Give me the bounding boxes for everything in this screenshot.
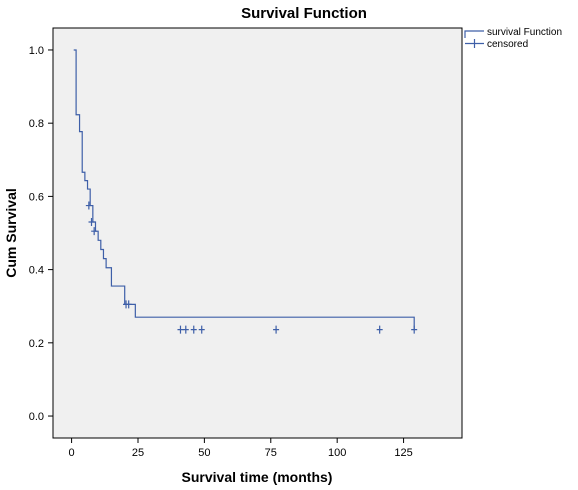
censored-point: [85, 201, 92, 210]
plot-area: [52, 27, 463, 439]
censored-point: [91, 227, 98, 236]
x-axis-ticks: 0 25 50 75 100 125: [69, 438, 413, 459]
x-tick-label: 125: [394, 447, 412, 459]
series-layer: [73, 49, 418, 334]
censored-point: [182, 325, 189, 334]
censored-point: [411, 325, 418, 334]
legend-swatch-censor-mark: [465, 39, 484, 48]
legend-label-censored: censored: [487, 39, 528, 50]
chart-title: Survival Function: [241, 5, 367, 22]
legend-entry-censored: censored: [465, 39, 528, 50]
y-tick-label: 0.4: [29, 265, 44, 277]
x-tick-label: 25: [132, 447, 144, 459]
legend-swatch-step-line: [464, 30, 484, 38]
censored-point: [198, 325, 205, 334]
x-tick-label: 100: [328, 447, 346, 459]
censored-point: [88, 218, 95, 227]
y-axis-label: Cum Survival: [3, 188, 19, 277]
legend-label-survival-function: survival Function: [487, 27, 562, 38]
censored-point: [190, 325, 197, 334]
legend: survival Function censored: [464, 27, 562, 50]
y-tick-label: 0.2: [29, 338, 44, 350]
x-tick-label: 75: [265, 447, 277, 459]
censored-point: [177, 325, 184, 334]
x-axis-label: Survival time (months): [182, 469, 333, 485]
y-tick-label: 0.6: [29, 191, 44, 203]
x-tick-label: 0: [69, 447, 75, 459]
legend-entry-survival-function: survival Function: [464, 27, 562, 38]
y-axis-ticks: 0.0 0.2 0.4 0.6 0.8 1.0: [29, 45, 53, 423]
censored-point: [376, 325, 383, 334]
y-tick-label: 0.8: [29, 118, 44, 130]
y-tick-label: 0.0: [29, 411, 44, 423]
censored-point: [125, 300, 132, 309]
y-tick-label: 1.0: [29, 45, 44, 57]
censored-point: [273, 325, 280, 334]
x-tick-label: 50: [198, 447, 210, 459]
